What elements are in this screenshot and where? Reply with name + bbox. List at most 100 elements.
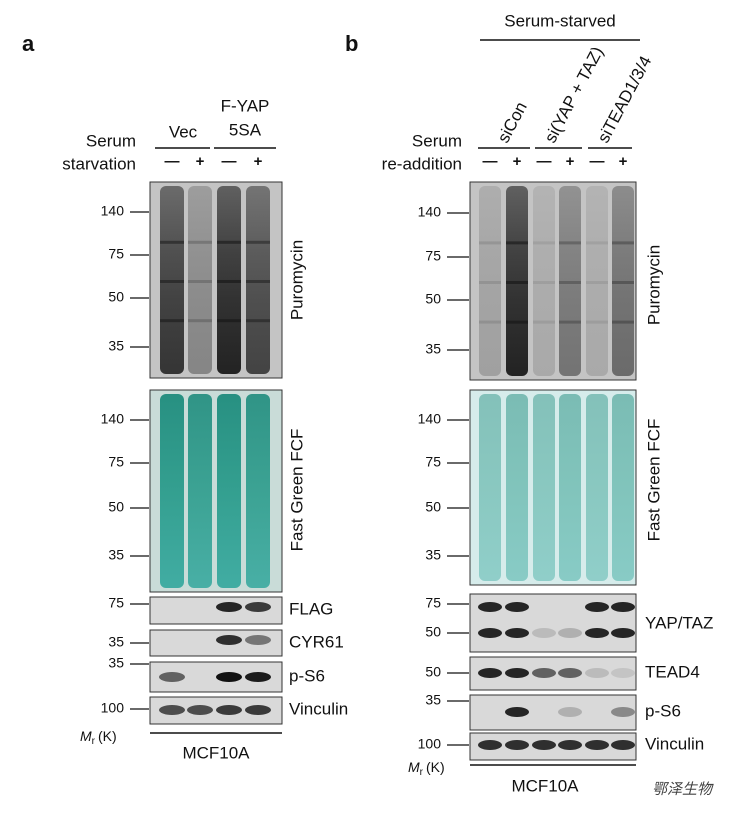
- marker-label: 75: [108, 595, 124, 611]
- band: [245, 635, 271, 645]
- marker-label: 75: [425, 454, 441, 470]
- band: [558, 668, 582, 678]
- marker-label: 35: [425, 341, 441, 357]
- band: [478, 602, 502, 612]
- group-label: F-YAP: [221, 96, 270, 115]
- band: [558, 740, 582, 750]
- band: [611, 668, 635, 678]
- marker-label: 50: [425, 624, 441, 640]
- band: [611, 740, 635, 750]
- header: Serum-starved: [504, 11, 615, 30]
- marker-label: 75: [425, 248, 441, 264]
- blot-label: CYR61: [289, 632, 344, 651]
- marker-label: 100: [101, 700, 125, 716]
- band: [159, 705, 185, 715]
- lane-signal: [533, 186, 555, 376]
- marker-label: 35: [425, 692, 441, 708]
- band: [585, 740, 609, 750]
- group-label: siCon: [494, 99, 531, 146]
- blot-label: Fast Green FCF: [287, 429, 306, 552]
- watermark: 鄂泽生物: [652, 781, 714, 798]
- blot-label: Vinculin: [289, 699, 348, 718]
- band: [217, 319, 241, 323]
- lane-signal: [479, 186, 501, 376]
- band: [245, 602, 271, 612]
- band: [478, 628, 502, 638]
- lane-sign: —: [165, 153, 180, 170]
- band: [479, 241, 501, 245]
- blot-label: Vinculin: [645, 734, 704, 753]
- lane-signal: [246, 186, 270, 374]
- band: [585, 628, 609, 638]
- band: [246, 319, 270, 323]
- lane-signal: [217, 394, 241, 588]
- mr-unit: (K): [98, 728, 117, 744]
- lane-sign: +: [196, 153, 205, 170]
- band: [559, 320, 581, 324]
- mr-subscript: r: [420, 767, 424, 778]
- band: [246, 280, 270, 283]
- group-label: 5SA: [229, 120, 262, 139]
- band: [559, 241, 581, 245]
- marker-label: 75: [108, 246, 124, 262]
- marker-label: 50: [108, 499, 124, 515]
- lane-sign: —: [222, 153, 237, 170]
- blot-label: Puromycin: [644, 245, 663, 325]
- band: [532, 668, 556, 678]
- band: [585, 668, 609, 678]
- band: [188, 280, 212, 283]
- band: [558, 628, 582, 638]
- band: [586, 320, 608, 324]
- marker-label: 35: [425, 547, 441, 563]
- band: [506, 241, 528, 245]
- band: [160, 280, 184, 283]
- band: [586, 281, 608, 284]
- marker-label: 140: [101, 203, 125, 219]
- group-label: Vec: [169, 122, 198, 141]
- lane-sign: —: [590, 153, 605, 170]
- band: [533, 241, 555, 245]
- condition-label: Serum: [86, 131, 136, 150]
- blot-label: p-S6: [645, 701, 681, 720]
- mr-label: Mr (K): [408, 759, 445, 778]
- band: [188, 240, 212, 244]
- band: [217, 280, 241, 283]
- band: [478, 668, 502, 678]
- band: [216, 705, 242, 715]
- lane-sign: +: [513, 153, 522, 170]
- lane-signal: [188, 394, 212, 588]
- band: [217, 240, 241, 244]
- band: [559, 281, 581, 284]
- mr-subscript: r: [92, 736, 96, 747]
- band: [611, 707, 635, 717]
- band: [479, 281, 501, 284]
- band: [558, 707, 582, 717]
- lane-signal: [160, 394, 184, 588]
- cell-line: MCF10A: [182, 743, 250, 762]
- band: [505, 707, 529, 717]
- marker-label: 140: [418, 411, 442, 427]
- band: [159, 672, 185, 682]
- marker-label: 50: [425, 291, 441, 307]
- marker-label: 50: [108, 289, 124, 305]
- lane-sign: —: [537, 153, 552, 170]
- blot: [469, 694, 637, 731]
- band: [216, 635, 242, 645]
- marker-label: 50: [425, 499, 441, 515]
- marker-label: 75: [108, 454, 124, 470]
- band: [188, 319, 212, 323]
- band: [245, 705, 271, 715]
- band: [533, 320, 555, 324]
- band: [505, 628, 529, 638]
- band: [187, 705, 213, 715]
- condition-label: starvation: [62, 154, 136, 173]
- marker-label: 35: [108, 338, 124, 354]
- lane-signal: [160, 186, 184, 374]
- mr-unit: (K): [426, 759, 445, 775]
- band: [585, 602, 609, 612]
- band: [160, 319, 184, 323]
- lane-signal: [188, 186, 212, 374]
- lane-signal: [586, 186, 608, 376]
- marker-label: 100: [418, 736, 442, 752]
